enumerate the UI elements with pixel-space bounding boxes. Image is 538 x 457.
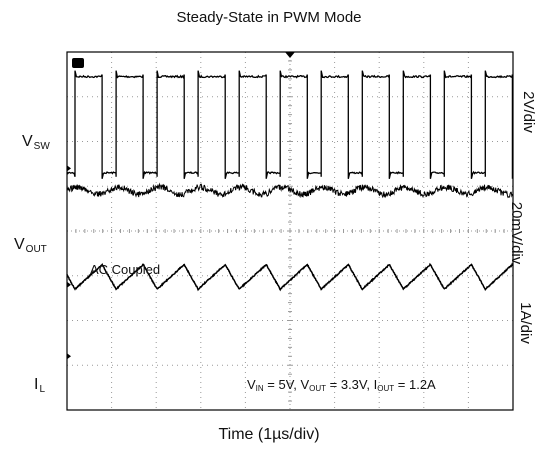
cond-iout-sub: OUT [377, 384, 395, 393]
cond-vout-sub: OUT [309, 384, 327, 393]
il-label-main: I [34, 376, 39, 393]
il-trace [66, 262, 514, 292]
cond-vout-label: V [300, 377, 310, 392]
cond-vin-sub: IN [255, 384, 264, 393]
chart-title: Steady-State in PWM Mode [176, 9, 362, 26]
channel-indicator-icon [72, 58, 84, 68]
trigger-marker [285, 52, 295, 58]
vsw-label-main: V [22, 133, 33, 150]
vsw-label: VSW [22, 133, 50, 152]
ground-level-marker [67, 353, 71, 360]
test-conditions: VIN = 5V, VOUT = 3.3V, IOUT = 1.2A [247, 377, 436, 393]
vout-trace [66, 182, 514, 199]
cond-iout-label: I [373, 377, 378, 392]
vout-label: VOUT [14, 236, 47, 255]
x-axis-label: Time (1µs/div) [218, 426, 320, 443]
cond-iout-value: 1.2A [408, 377, 436, 392]
ground-level-marker [67, 281, 71, 288]
il-label-sub: L [39, 384, 46, 395]
vsw-label-sub: SW [33, 141, 50, 152]
ac-coupled-annotation: AC Coupled [90, 262, 161, 277]
il-label: IL [34, 376, 45, 395]
cond-vin-label: V [247, 377, 256, 392]
vsw-trace [66, 70, 514, 179]
vout-label-sub: OUT [25, 244, 47, 255]
il-scale: 1A/div [517, 302, 534, 344]
cond-vin-value: 5V [278, 377, 294, 392]
cond-vout-value: 3.3V [340, 377, 367, 392]
ground-level-marker [67, 165, 71, 172]
vout-label-main: V [14, 236, 25, 253]
vsw-scale: 2V/div [520, 91, 537, 133]
